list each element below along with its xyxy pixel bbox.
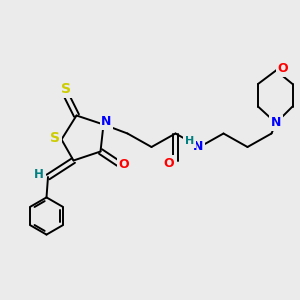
Text: N: N bbox=[271, 116, 281, 130]
Text: S: S bbox=[61, 82, 71, 96]
Text: N: N bbox=[101, 115, 112, 128]
Text: O: O bbox=[164, 157, 174, 170]
Text: H: H bbox=[34, 167, 44, 181]
Text: H: H bbox=[185, 136, 194, 146]
Text: S: S bbox=[50, 131, 60, 145]
Text: O: O bbox=[118, 158, 129, 172]
Text: O: O bbox=[277, 62, 288, 76]
Text: N: N bbox=[193, 140, 203, 154]
